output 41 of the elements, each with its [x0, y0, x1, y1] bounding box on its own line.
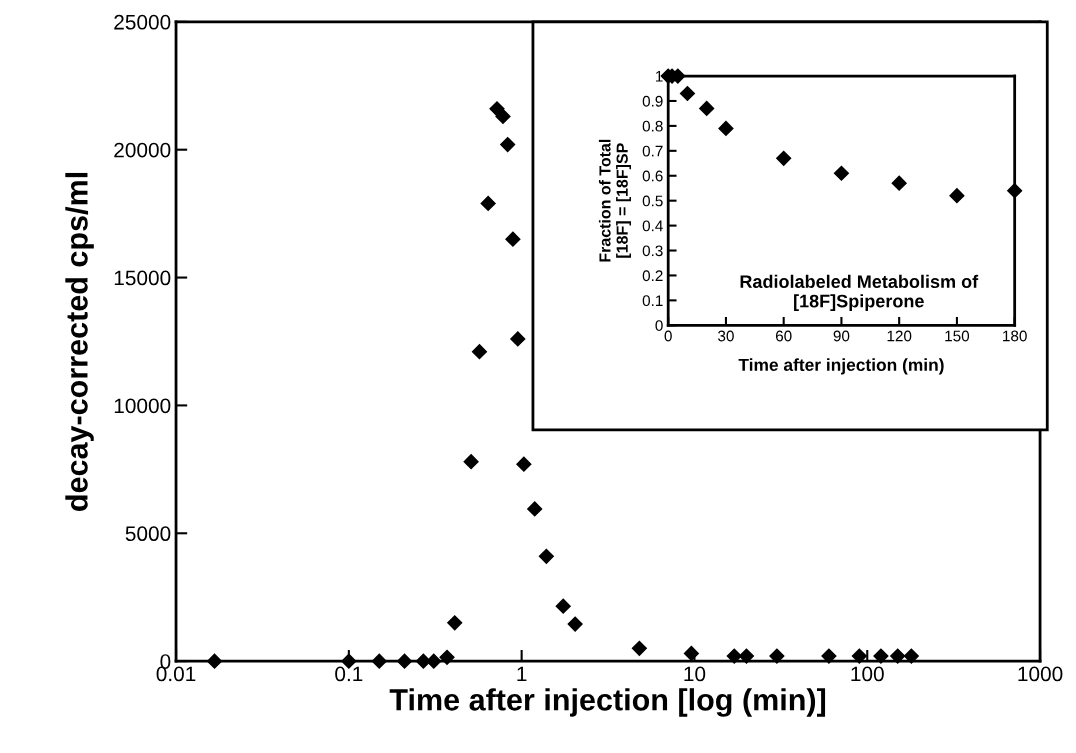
x-tick-label: 150: [945, 330, 970, 342]
x-tick-label: 60: [775, 330, 792, 342]
y-tick-label: 20000: [114, 142, 171, 158]
x-tick-label: 100: [851, 666, 884, 682]
point: [1007, 183, 1023, 199]
y-tick-label: 0.4: [642, 220, 663, 232]
x-tick-label: 0: [664, 330, 672, 342]
point: [891, 175, 907, 191]
x-tick-label: 1000: [1018, 666, 1063, 682]
y-tick-label: 0.2: [642, 270, 663, 282]
y-tick-label: 25000: [114, 14, 171, 30]
x-tick-label: 0.1: [335, 666, 363, 682]
x-axis-title: Time after injection [log (min)]: [389, 688, 826, 717]
y-tick-label: 0.9: [642, 95, 663, 107]
point: [776, 150, 792, 166]
point: [718, 120, 734, 136]
y-tick-label: 5000: [125, 526, 171, 542]
y-axis-title: decay-corrected cps/ml: [65, 172, 94, 511]
x-tick-label: 180: [1003, 330, 1027, 342]
y-tick-label: 0.5: [642, 195, 663, 207]
point: [833, 165, 850, 181]
y-tick-label: 15000: [114, 270, 171, 286]
y-tick-label: 1: [656, 71, 663, 82]
y-tick-label: 0.8: [642, 120, 663, 132]
point: [699, 100, 715, 117]
point: [949, 188, 965, 204]
annotation: Radiolabeled Metabolism of [18F]Spiperone: [740, 274, 979, 312]
x-axis-title: Time after injection (min): [738, 358, 944, 375]
y-tick-label: 10000: [114, 398, 171, 414]
x-tick-label: 120: [887, 330, 912, 342]
x-tick-label: 1: [517, 666, 527, 682]
y-tick-label: 0: [655, 320, 663, 331]
point: [679, 85, 696, 102]
y-tick-label: 0.6: [642, 170, 663, 182]
x-tick-label: 10: [684, 666, 706, 682]
x-tick-label: 90: [833, 330, 850, 342]
y-tick-label: 0.3: [642, 245, 663, 257]
y-axis-title: Fraction of Total [18F] = [18F]SP: [598, 139, 631, 262]
x-tick-label: 30: [718, 330, 734, 342]
y-tick-label: 0.1: [642, 295, 663, 307]
y-tick-label: 0.7: [642, 145, 663, 157]
